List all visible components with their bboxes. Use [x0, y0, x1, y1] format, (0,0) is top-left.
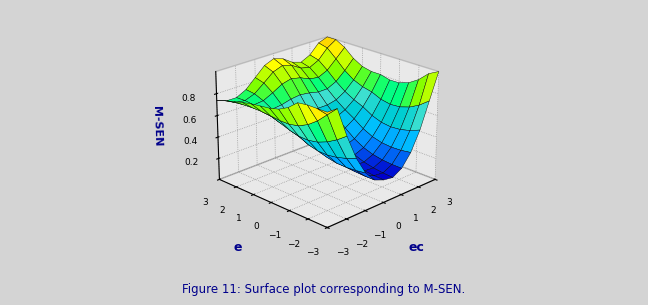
Y-axis label: e: e	[233, 242, 242, 254]
Text: Figure 11: Surface plot corresponding to M-SEN.: Figure 11: Surface plot corresponding to…	[182, 283, 466, 296]
X-axis label: ec: ec	[409, 242, 424, 254]
